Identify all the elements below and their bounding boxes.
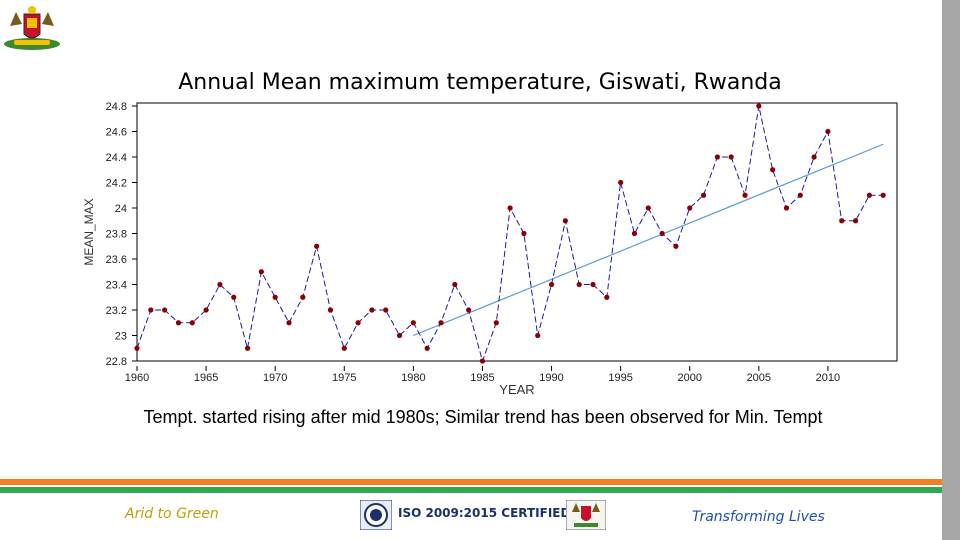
data-point (244, 345, 251, 351)
data-point (562, 218, 568, 224)
data-point (618, 179, 624, 186)
data-point (134, 345, 140, 351)
x-tick-label: 1995 (608, 372, 632, 384)
y-tick-label: 23.6 (106, 254, 127, 266)
y-tick-label: 24.2 (106, 178, 127, 190)
x-tick-label: 1970 (263, 372, 287, 384)
slide-title: Annual Mean maximum temperature, Giswati… (178, 70, 782, 95)
data-point (535, 332, 541, 339)
x-tick-label: 1960 (125, 372, 149, 384)
y-axis: 22.8 23 23.2 23.4 23.6 23.8 24 24.2 24.4 24.6 24.8 (106, 101, 137, 368)
data-point (410, 320, 416, 326)
x-tick-label: 2005 (747, 372, 771, 384)
data-point (825, 128, 831, 135)
data-point (645, 205, 651, 211)
data-point (521, 230, 527, 237)
x-tick-label: 1975 (332, 372, 356, 384)
right-edge-bar (942, 0, 960, 540)
data-point (272, 294, 278, 300)
data-point (493, 320, 499, 326)
data-point (659, 230, 665, 237)
y-tick-label: 24.6 (106, 127, 127, 139)
data-point (770, 167, 776, 173)
data-point (797, 192, 803, 198)
x-tick-label: 1980 (401, 372, 425, 384)
data-point (700, 192, 707, 198)
footer-slogan-right: Transforming Lives (692, 509, 825, 525)
data-point (355, 320, 361, 326)
data-point (327, 307, 334, 313)
data-point (383, 307, 389, 313)
temperature-chart: 22.8 23 23.2 23.4 23.6 23.8 24 24.2 24.4 24.6 24.8… (78, 98, 908, 398)
data-point (590, 281, 596, 288)
y-tick-label: 24.8 (106, 101, 127, 113)
data-point (452, 281, 458, 288)
series-layer (134, 103, 886, 364)
y-axis-label: MEAN_MAX (82, 198, 96, 265)
footer-stripe-orange (0, 479, 942, 485)
data-point (742, 192, 748, 198)
data-point (175, 320, 182, 326)
x-tick-label: 2000 (677, 372, 701, 384)
data-point (341, 345, 347, 351)
data-point (286, 320, 292, 326)
y-tick-label: 24.4 (106, 152, 127, 164)
data-point (714, 154, 720, 160)
data-point (783, 205, 790, 211)
data-point (314, 243, 320, 249)
iso-certified-label: ISO 2009:2015 CERTIFIED (398, 506, 571, 520)
plot-area (136, 102, 898, 362)
trend-line (413, 143, 884, 337)
x-axis: 1960 1965 1970 1975 1980 1985 1990 1995 2000 2005… (125, 366, 840, 384)
data-point (479, 358, 486, 364)
data-point (687, 205, 693, 211)
data-point (203, 307, 209, 313)
x-tick-label: 1990 (539, 372, 563, 384)
data-point (438, 320, 444, 326)
data-point (396, 332, 403, 339)
data-point (507, 205, 513, 211)
footer-stripe-green (0, 487, 942, 493)
caption-text: Tempt. started rising after mid 1980s; S… (143, 407, 823, 427)
coat-of-arms-logo (4, 6, 60, 50)
footer-stripe-white (0, 485, 942, 487)
data-point (148, 307, 154, 313)
data-point (466, 307, 472, 313)
x-tick-label: 1985 (470, 372, 494, 384)
y-tick-label: 23.4 (106, 280, 127, 292)
y-tick-label: 23.8 (106, 229, 127, 241)
data-point (424, 345, 430, 351)
data-point (548, 281, 555, 288)
data-point (880, 192, 886, 198)
y-tick-label: 23 (115, 331, 127, 343)
y-tick-label: 23.2 (106, 305, 127, 317)
data-point (604, 294, 610, 300)
data-point (300, 294, 306, 300)
data-point (162, 307, 168, 313)
data-point (839, 218, 845, 224)
crest-icon (566, 500, 606, 530)
data-point (369, 307, 375, 313)
data-point (231, 294, 237, 300)
data-point (576, 281, 582, 288)
iso-badge-icon (360, 500, 392, 530)
data-point (866, 192, 872, 198)
data-point (811, 154, 817, 160)
data-point (631, 230, 638, 237)
x-tick-label: 2010 (816, 372, 840, 384)
x-axis-label: YEAR (499, 382, 534, 397)
y-tick-label: 24 (115, 203, 127, 215)
y-tick-label: 22.8 (106, 356, 127, 368)
data-point (728, 154, 734, 160)
data-point (673, 243, 679, 249)
data-point (852, 218, 859, 224)
footer-slogan-left: Arid to Green (125, 506, 219, 522)
x-tick-label: 1965 (194, 372, 218, 384)
data-point (756, 103, 762, 109)
trend-layer (413, 143, 884, 337)
iso-certification: ISO 2009:2015 CERTIFIED (360, 500, 606, 530)
data-point (189, 320, 195, 326)
data-point (217, 281, 223, 288)
data-point (258, 269, 264, 275)
